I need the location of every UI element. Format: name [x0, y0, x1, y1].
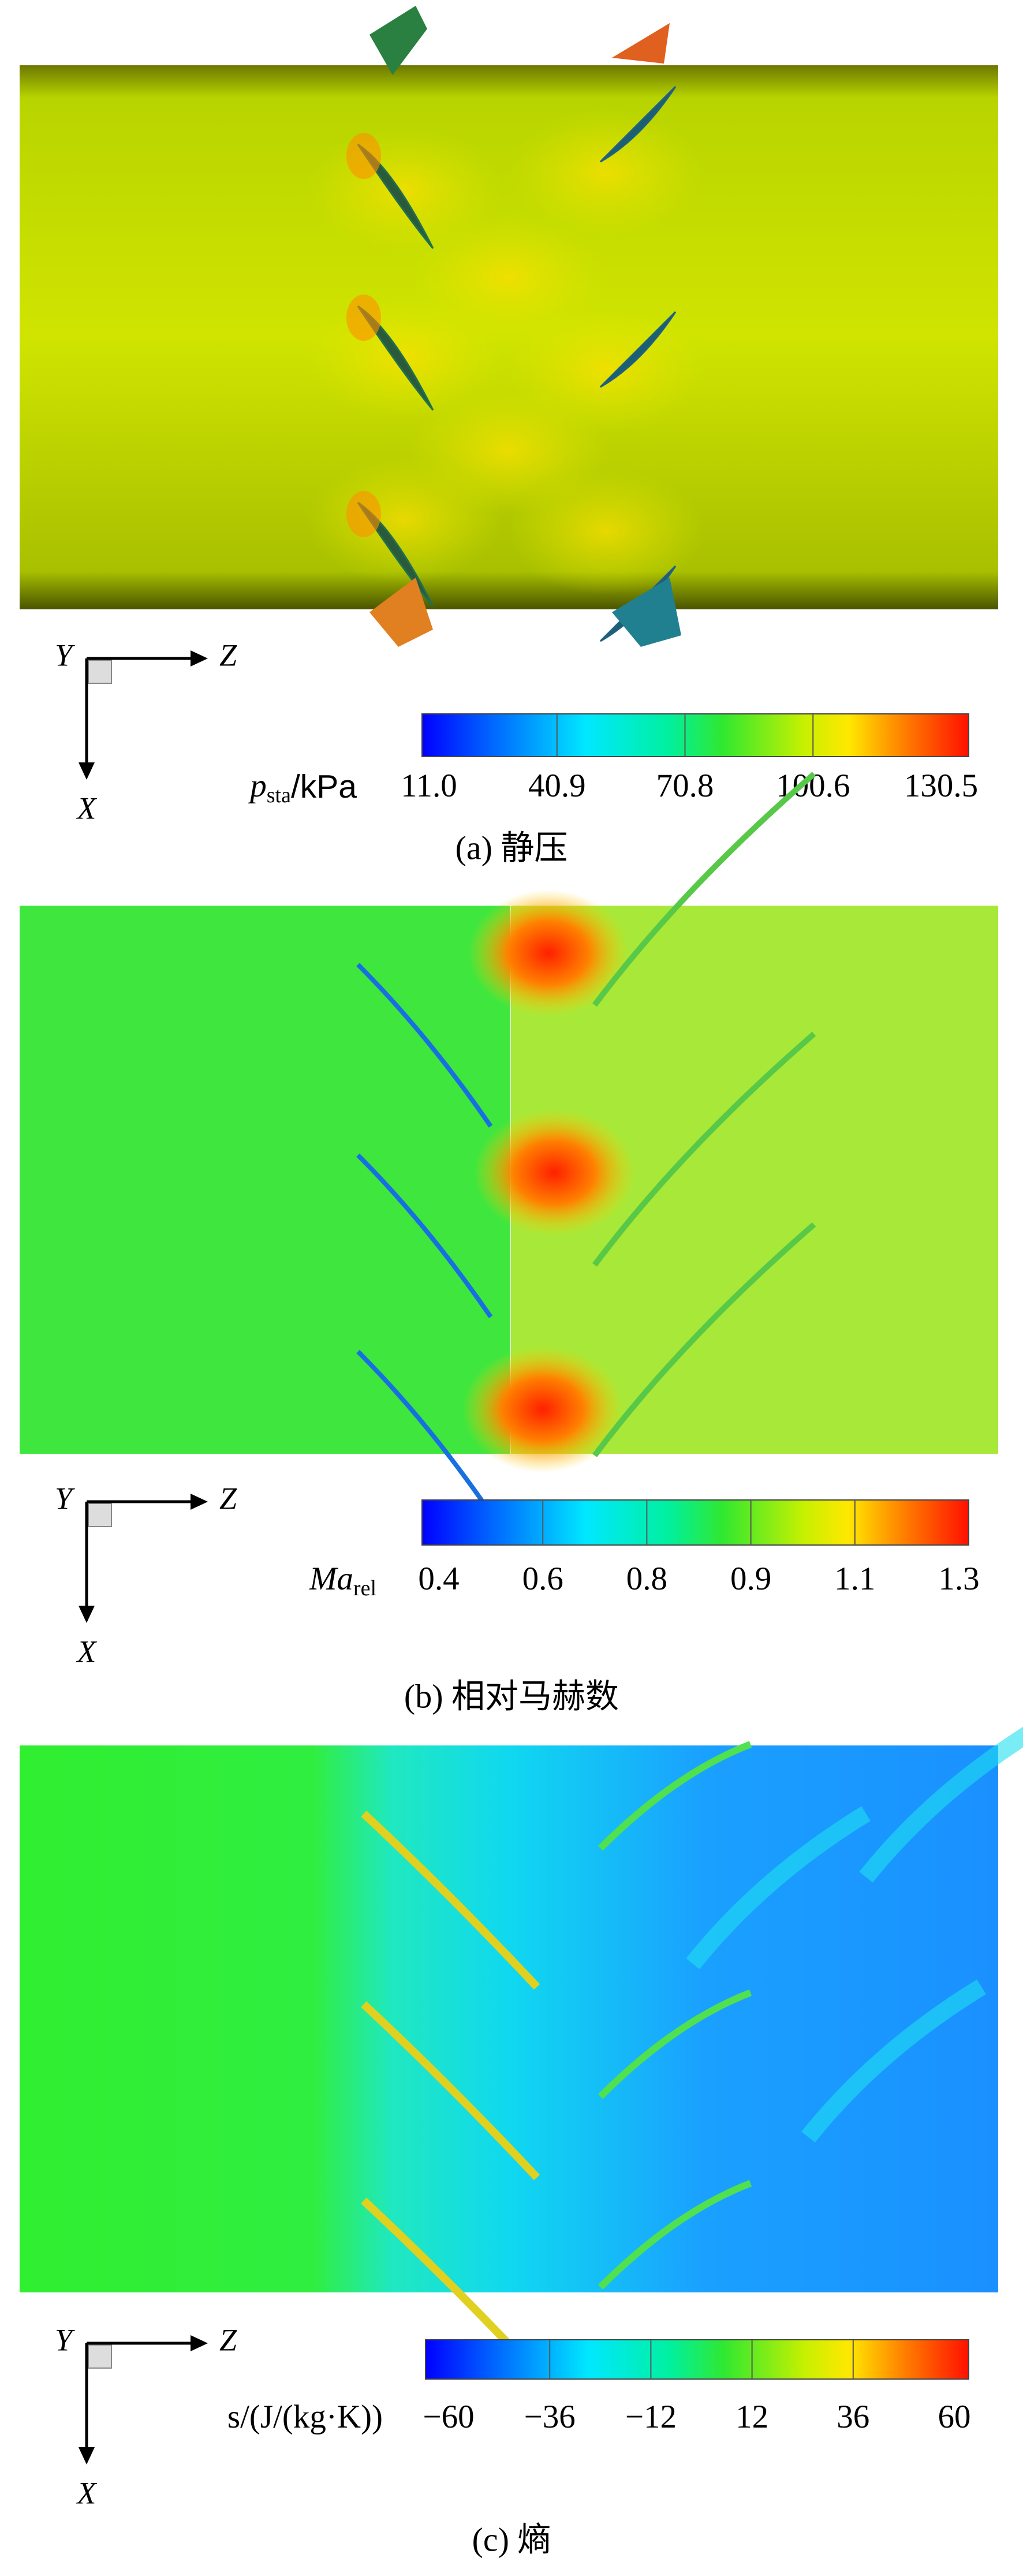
colorbar-symbol: Ma [309, 1561, 353, 1597]
triad-box [88, 660, 112, 684]
shock-line [356, 963, 493, 1128]
triad-z-label: Z [219, 1481, 237, 1516]
colorbar [421, 713, 969, 757]
triad-box [88, 1503, 112, 1527]
colorbar-label: Marel [309, 1561, 376, 1600]
wake-line [592, 772, 816, 1007]
triad-x-label: X [76, 1634, 98, 1669]
triad-box [88, 2344, 112, 2369]
colorbar-subscript: sta [267, 783, 291, 807]
colorbar-label: psta/kPa [248, 768, 357, 807]
stagnation [346, 491, 381, 537]
triad-z-arrow [191, 2335, 208, 2351]
caption: (b) 相对马赫数 [404, 1677, 619, 1715]
panel: Y Z X −60 −36 −12 12 36 60 s/(J/(kg·K)) (c) 熵 [20, 1726, 1023, 2558]
inlet-region [20, 906, 510, 1454]
high-mach [468, 889, 629, 1017]
triad-x-arrow [79, 2447, 95, 2465]
caption: (c) 熵 [472, 2521, 551, 2558]
triad-z-label: Z [219, 638, 237, 672]
shock-line [356, 1153, 493, 1319]
triad-y-label: Y [55, 2322, 75, 2357]
wake-line [592, 1032, 816, 1267]
triad-z-label: Z [219, 2322, 237, 2357]
colorbar-tick-label: 0.9 [730, 1561, 771, 1597]
stagnation [346, 295, 381, 341]
colorbar-symbol: p [248, 768, 267, 804]
pressure-zone [410, 387, 606, 514]
triad-z-arrow [191, 650, 208, 667]
high-mach [462, 1346, 623, 1473]
pressure-zone [410, 214, 606, 341]
blade [599, 85, 677, 163]
colorbar-tick-label: 0.4 [418, 1561, 459, 1597]
colorbar [421, 1499, 969, 1546]
colorbar [425, 2339, 969, 2380]
colorbar-label-text: s/(J/(kg·K)) [227, 2399, 383, 2435]
colorbar-tick-label: −36 [524, 2399, 576, 2435]
triad-x-label: X [76, 2476, 98, 2510]
blade-wake [598, 1741, 752, 1851]
blade [369, 578, 433, 647]
wake-streak [859, 1726, 1023, 1883]
triad-z-arrow [191, 1494, 208, 1510]
triad-y-label: Y [55, 1481, 75, 1516]
stagnation [346, 133, 381, 179]
high-mach [473, 1109, 635, 1236]
colorbar-tick-label: 70.8 [656, 768, 714, 804]
caption: (a) 静压 [456, 829, 568, 866]
colorbar-tick-label: 40.9 [528, 768, 586, 804]
triad-y-label: Y [55, 638, 75, 672]
blade [612, 23, 670, 64]
colorbar-tick-label: 130.5 [904, 768, 978, 804]
colorbar-tick-label: 1.3 [938, 1561, 979, 1597]
blade-wake [361, 2001, 540, 2180]
triad-x-label: X [76, 791, 98, 825]
blade-wake [598, 1989, 752, 2099]
blade [599, 311, 677, 388]
colorbar-subscript: rel [353, 1576, 376, 1600]
colorbar-tick-label: −12 [625, 2399, 677, 2435]
colorbar-tick-label: −60 [423, 2399, 474, 2435]
shock-line [356, 1350, 493, 1515]
blade-wake [598, 2180, 752, 2290]
blade-wake [361, 1810, 540, 1990]
colorbar-tick-label: 12 [735, 2399, 768, 2435]
wake-streak [686, 1806, 871, 1970]
colorbar-label: s/(J/(kg·K)) [227, 2399, 383, 2435]
blade [612, 578, 681, 647]
colorbar-tick-label: 0.8 [626, 1561, 667, 1597]
blade [369, 6, 427, 75]
triad-x-arrow [79, 762, 95, 780]
colorbar-tick-label: 36 [837, 2399, 869, 2435]
colorbar-tick-label: 11.0 [401, 768, 457, 804]
colorbar-unit: /kPa [291, 768, 357, 805]
colorbar-tick-label: 60 [938, 2399, 971, 2435]
colorbar-tick-label: 0.6 [522, 1561, 563, 1597]
triad-x-arrow [79, 1606, 95, 1623]
wake-streak [801, 1979, 986, 2143]
wake-line [592, 1222, 816, 1458]
pressure-zone [508, 110, 704, 237]
panel: Y Z X 0.4 0.6 0.8 0.9 1.1 1.3 Marel (b) 相对马赫数 [20, 772, 998, 1715]
colorbar-tick-label: 1.1 [834, 1561, 875, 1597]
